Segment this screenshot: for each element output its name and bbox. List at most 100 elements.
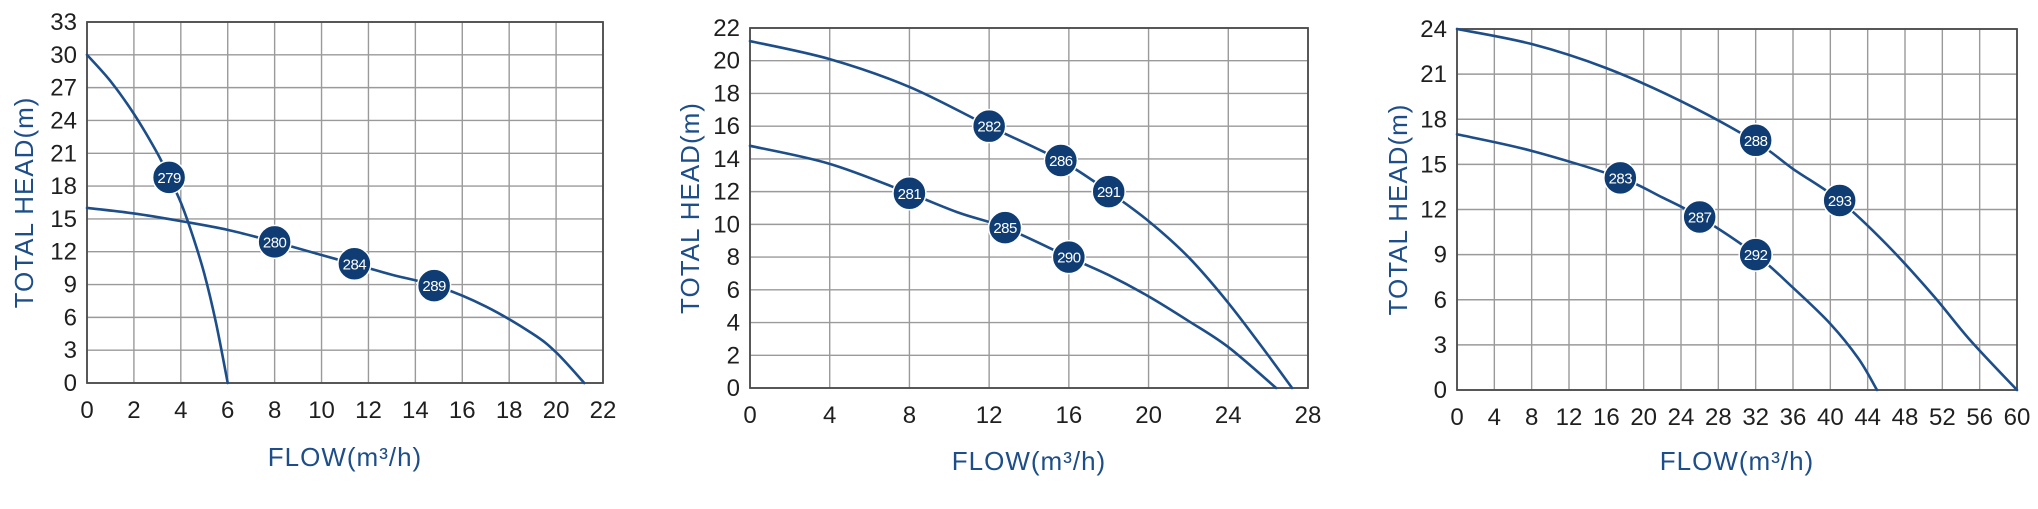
marker-label: 291 bbox=[1097, 184, 1121, 201]
marker-dot bbox=[151, 160, 187, 195]
model-marker: 290 bbox=[1051, 239, 1087, 275]
y-tick-label: 21 bbox=[50, 140, 77, 167]
x-tick-label: 4 bbox=[174, 397, 187, 424]
x-tick-label: 44 bbox=[1854, 404, 1881, 431]
y-tick-label: 33 bbox=[50, 9, 77, 36]
gridlines bbox=[749, 27, 1309, 389]
x-tick-label: 14 bbox=[402, 397, 429, 424]
marker-label: 287 bbox=[1688, 210, 1712, 227]
model-markers: 279 280 284 289 bbox=[151, 160, 452, 303]
x-tick-label: 20 bbox=[1630, 404, 1657, 431]
marker-dot bbox=[1043, 143, 1079, 178]
marker-label: 282 bbox=[977, 119, 1001, 136]
y-tick-label: 4 bbox=[727, 310, 740, 337]
model-markers: 288 293 283 287 292 bbox=[1603, 123, 1857, 272]
x-tick-labels: 0 2 4 6 8 10 12 14 16 18 20 22 bbox=[80, 397, 616, 424]
y-tick-label: 6 bbox=[64, 304, 77, 331]
marker-label: 293 bbox=[1828, 193, 1852, 210]
y-tick-label: 21 bbox=[1420, 61, 1447, 88]
x-tick-label: 8 bbox=[268, 397, 281, 424]
plot-frame bbox=[1456, 28, 2018, 391]
y-tick-label: 10 bbox=[713, 211, 740, 238]
x-tick-label: 56 bbox=[1966, 404, 1993, 431]
marker-label: 289 bbox=[422, 278, 446, 295]
x-tick-label: 0 bbox=[80, 397, 93, 424]
x-tick-label: 0 bbox=[743, 402, 756, 429]
marker-dot bbox=[971, 108, 1007, 144]
y-tick-label: 6 bbox=[727, 277, 740, 304]
x-axis-title: FLOW(m³/h) bbox=[1660, 446, 1814, 476]
model-marker: 283 bbox=[1603, 160, 1638, 196]
model-marker: 293 bbox=[1822, 183, 1857, 218]
plot-frame bbox=[86, 21, 604, 384]
x-tick-label: 40 bbox=[1817, 404, 1844, 431]
marker-label: 288 bbox=[1744, 133, 1768, 150]
marker-dot bbox=[1051, 239, 1087, 275]
x-tick-label: 4 bbox=[823, 402, 836, 429]
x-axis-title: FLOW(m³/h) bbox=[952, 446, 1106, 476]
x-tick-label: 24 bbox=[1668, 404, 1695, 431]
pump-chart-2: 0 4 8 12 16 20 24 280246810121416182022FLOW(m³/… bbox=[675, 15, 1321, 476]
model-marker: 292 bbox=[1738, 237, 1773, 272]
marker-dot bbox=[1682, 199, 1717, 235]
y-axis-title: TOTAL HEAD(m) bbox=[1383, 104, 1413, 316]
x-tick-label: 32 bbox=[1742, 404, 1769, 431]
model-marker: 280 bbox=[257, 224, 292, 260]
y-tick-label: 18 bbox=[50, 173, 77, 200]
pump-chart-3: 0 4 8 12 16 20 24 28 32 36 40 44 48 52 56 6003691215182… bbox=[1383, 16, 2030, 476]
marker-dot bbox=[1738, 237, 1773, 272]
x-tick-label: 10 bbox=[308, 397, 335, 424]
performance-curve bbox=[1455, 27, 2019, 392]
marker-label: 286 bbox=[1049, 153, 1073, 170]
model-marker: 285 bbox=[987, 210, 1023, 245]
marker-dot bbox=[1822, 183, 1857, 218]
y-tick-labels: 0 3 6 9 12 15 18 21 24 27 30 33 bbox=[50, 9, 77, 397]
x-tick-label: 36 bbox=[1780, 404, 1807, 431]
y-tick-label: 18 bbox=[713, 80, 740, 107]
marker-label: 285 bbox=[993, 220, 1017, 237]
performance-curve bbox=[1455, 132, 1879, 392]
marker-label: 280 bbox=[263, 234, 287, 251]
marker-dot bbox=[416, 268, 452, 303]
performance-curves bbox=[1455, 27, 2019, 392]
x-tick-label: 16 bbox=[1056, 402, 1083, 429]
x-tick-label: 12 bbox=[355, 397, 382, 424]
marker-label: 281 bbox=[898, 186, 922, 203]
y-tick-label: 14 bbox=[713, 146, 740, 173]
y-tick-label: 27 bbox=[50, 75, 77, 102]
y-tick-label: 24 bbox=[1420, 16, 1447, 43]
x-tick-label: 8 bbox=[1525, 404, 1538, 431]
y-tick-label: 8 bbox=[727, 244, 740, 271]
x-tick-label: 60 bbox=[2004, 404, 2031, 431]
marker-label: 292 bbox=[1744, 247, 1768, 264]
model-marker: 288 bbox=[1738, 123, 1773, 158]
y-tick-labels: 0 2 4 6 8 10 12 14 16 18 20 22 bbox=[713, 15, 740, 402]
y-tick-label: 12 bbox=[50, 239, 77, 266]
y-tick-label: 12 bbox=[713, 179, 740, 206]
y-tick-label: 22 bbox=[713, 15, 740, 42]
y-tick-label: 6 bbox=[1434, 287, 1447, 314]
x-tick-label: 20 bbox=[543, 397, 570, 424]
model-marker: 289 bbox=[416, 268, 452, 303]
marker-dot bbox=[892, 176, 927, 211]
y-tick-label: 0 bbox=[64, 370, 77, 397]
y-tick-label: 9 bbox=[64, 272, 77, 299]
marker-dot bbox=[1091, 174, 1126, 209]
marker-dot bbox=[1603, 160, 1638, 196]
y-tick-label: 18 bbox=[1420, 106, 1447, 133]
x-tick-label: 52 bbox=[1929, 404, 1956, 431]
model-marker: 284 bbox=[337, 246, 372, 282]
marker-dot bbox=[257, 224, 292, 260]
marker-dot bbox=[987, 210, 1023, 245]
x-tick-label: 28 bbox=[1705, 404, 1732, 431]
x-tick-label: 22 bbox=[590, 397, 617, 424]
y-tick-label: 16 bbox=[713, 113, 740, 140]
y-tick-label: 20 bbox=[713, 48, 740, 75]
pump-chart-1: 0 2 4 6 8 10 12 14 16 18 20 2203691215182124273033F… bbox=[9, 9, 616, 472]
y-tick-label: 15 bbox=[1420, 151, 1447, 178]
plot-frame bbox=[749, 27, 1309, 389]
x-axis-title: FLOW(m³/h) bbox=[268, 442, 422, 472]
x-tick-label: 16 bbox=[449, 397, 476, 424]
marker-dot bbox=[1738, 123, 1773, 158]
